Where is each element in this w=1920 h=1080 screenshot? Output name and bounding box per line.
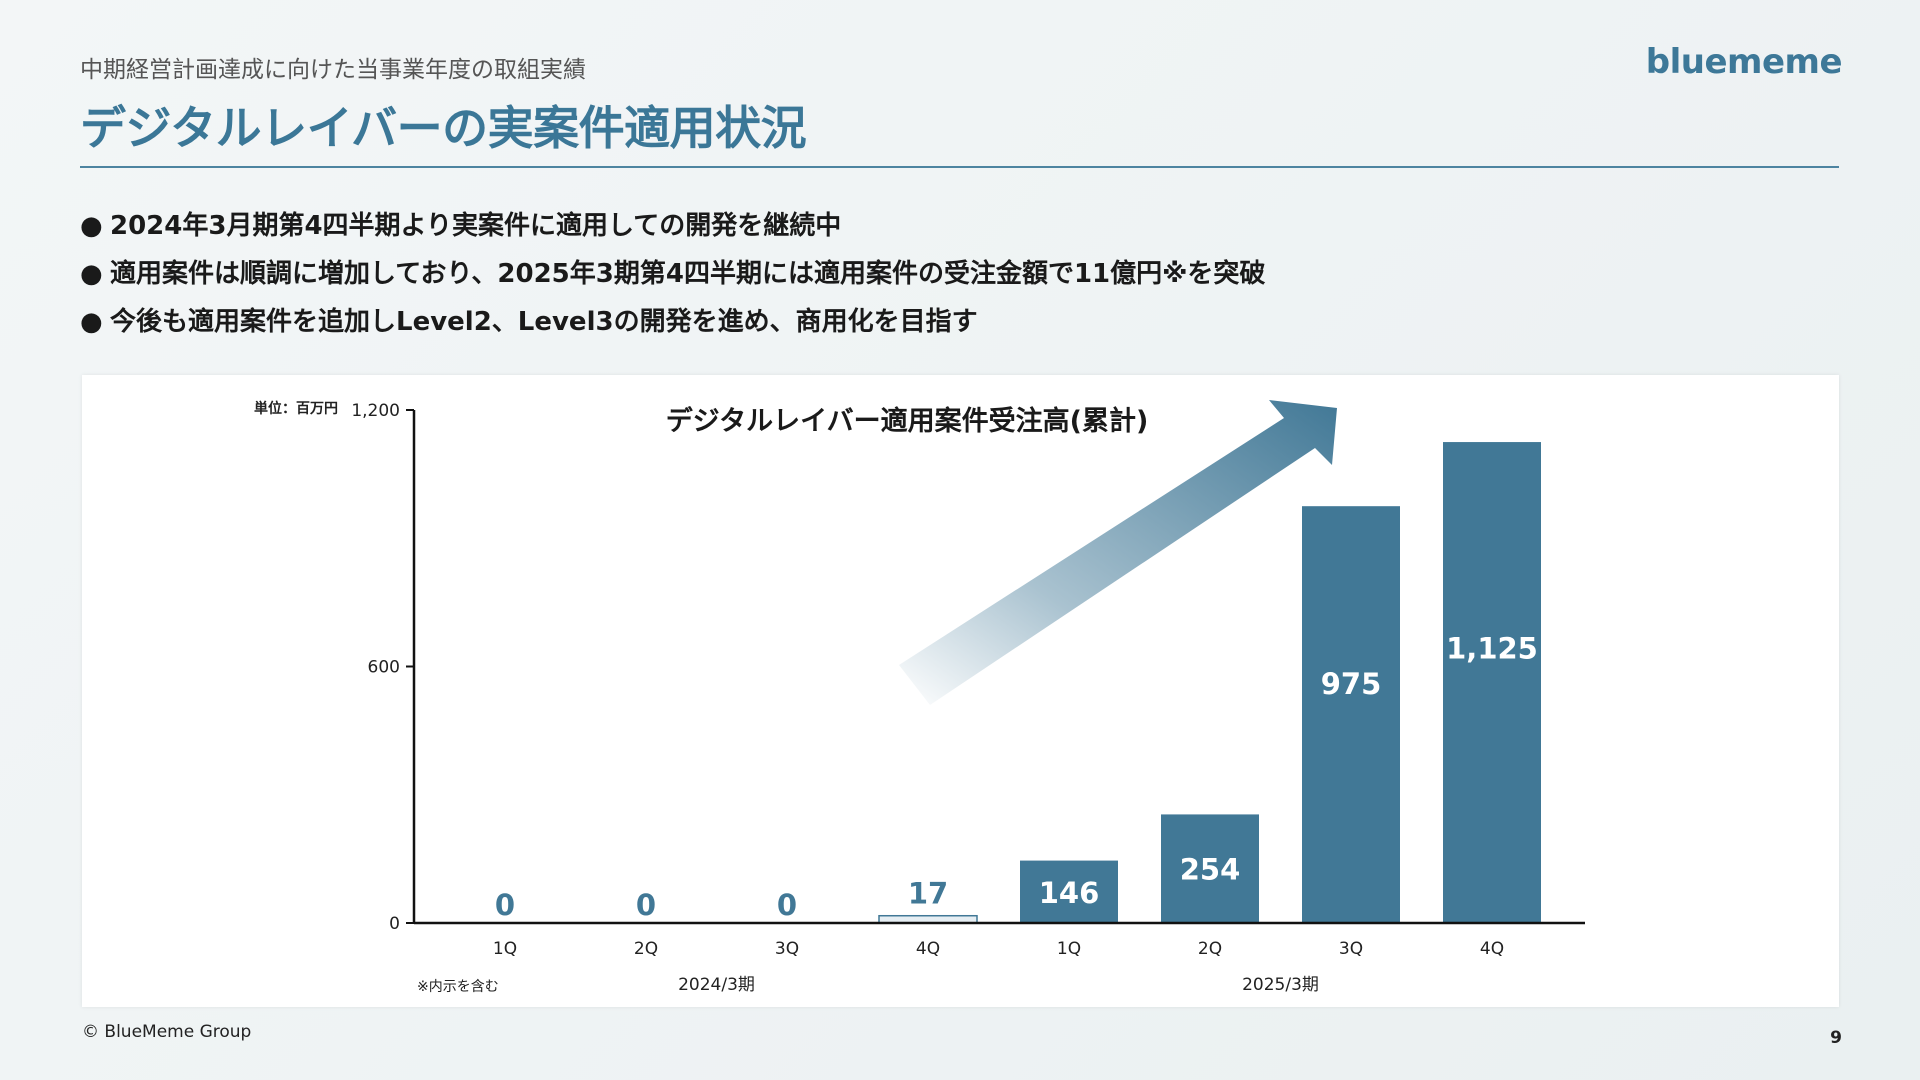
- bullet-dot-icon: ●: [80, 211, 103, 241]
- data-label: 146: [1039, 876, 1100, 910]
- chart-title: デジタルレイバー適用案件受注高(累計): [666, 405, 1149, 437]
- data-label: 0: [777, 888, 797, 922]
- x-tick-label: 4Q: [1480, 939, 1504, 959]
- growth-arrow-icon: [899, 400, 1337, 705]
- page-subtitle: 中期経営計画達成に向けた当事業年度の取組実績: [80, 57, 586, 83]
- bar: [1302, 506, 1400, 923]
- chart-note: ※内示を含む: [417, 979, 499, 995]
- bullet-text: 2024年3月期第4四半期より実案件に適用しての開発を継続中: [110, 211, 842, 241]
- bullet-text: 今後も適用案件を追加しLevel2、Level3の開発を進め、商用化を目指す: [110, 307, 978, 337]
- x-group-label: 2024/3期: [678, 975, 755, 995]
- data-label: 0: [636, 888, 656, 922]
- x-tick-label: 3Q: [775, 939, 799, 959]
- x-tick-label: 3Q: [1339, 939, 1363, 959]
- page-number: 9: [1830, 1028, 1842, 1048]
- bullet-list: ● 2024年3月期第4四半期より実案件に適用しての開発を継続中 ● 適用案件は順調…: [80, 208, 1265, 352]
- y-tick-label: 0: [389, 914, 400, 934]
- data-label: 975: [1321, 667, 1382, 701]
- title-divider: [80, 166, 1839, 168]
- x-tick-label: 1Q: [1057, 939, 1081, 959]
- bullet-item: ● 2024年3月期第4四半期より実案件に適用しての開発を継続中: [80, 208, 1265, 256]
- data-label: 254: [1180, 853, 1241, 887]
- x-group-label: 2025/3期: [1242, 975, 1319, 995]
- bar-chart: 0 0 0 17 146 254 975 1,125 1Q 2Q 3Q 4Q 1Q 2Q 3Q 4Q 0 600…: [254, 400, 1585, 995]
- x-tick-label: 1Q: [493, 939, 517, 959]
- x-tick-label: 4Q: [916, 939, 940, 959]
- y-tick-label: 600: [368, 658, 400, 678]
- bar: [1020, 860, 1118, 923]
- chart-panel: 0 0 0 17 146 254 975 1,125 1Q 2Q 3Q 4Q 1Q 2Q 3Q 4Q 0 600…: [82, 375, 1839, 1007]
- y-tick-label: 1,200: [351, 401, 400, 421]
- unit-label: 単位：百万円: [254, 400, 338, 417]
- bar: [1443, 442, 1541, 923]
- x-tick-label: 2Q: [1198, 939, 1222, 959]
- bullet-item: ● 今後も適用案件を追加しLevel2、Level3の開発を進め、商用化を目指す: [80, 304, 1265, 352]
- bullet-dot-icon: ●: [80, 259, 103, 289]
- bullet-item: ● 適用案件は順調に増加しており、2025年3期第4四半期には適用案件の受注金額で…: [80, 256, 1265, 304]
- bluememe-logo: bluememe: [1645, 42, 1843, 82]
- data-label: 1,125: [1446, 631, 1538, 665]
- growth-arrow-shape: [899, 400, 1337, 705]
- x-tick-label: 2Q: [634, 939, 658, 959]
- bar: [1161, 814, 1259, 923]
- copyright: © BlueMeme Group: [82, 1022, 252, 1042]
- data-label: 17: [908, 877, 948, 911]
- bullet-text: 適用案件は順調に増加しており、2025年3期第4四半期には適用案件の受注金額で1…: [110, 259, 1266, 289]
- page-title: デジタルレイバーの実案件適用状況: [80, 101, 807, 155]
- data-label: 0: [495, 888, 515, 922]
- bullet-dot-icon: ●: [80, 307, 103, 337]
